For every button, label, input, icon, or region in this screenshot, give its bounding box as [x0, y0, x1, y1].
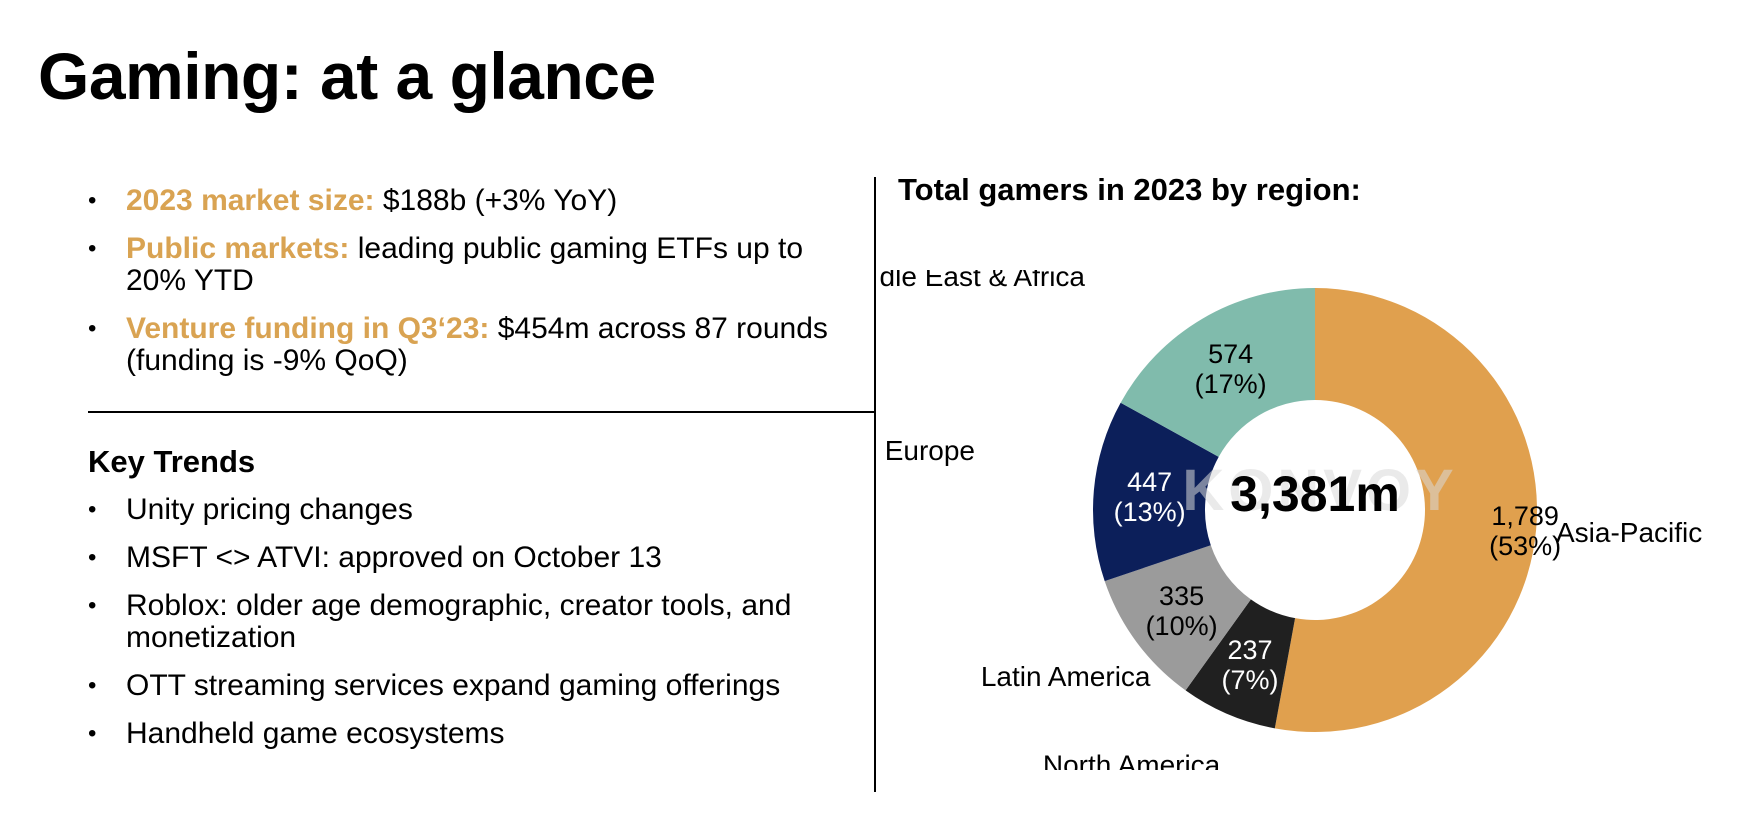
highlight-label: Public markets: — [126, 232, 350, 265]
list-item: OTT streaming services expand gaming off… — [88, 670, 868, 703]
region-label-north-america: North America — [1043, 750, 1221, 770]
donut-value-labels: 1,789 (53%) 237 (7%)335 (10%) 447 (13%) 574 (17%… — [1114, 339, 1561, 695]
highlights-list: 2023 market size: $188b (+3% YoY) Public… — [88, 185, 868, 377]
page-title: Gaming: at a glance — [38, 39, 656, 113]
donut-region-labels: Asia-Pacific North America Latin America Eu… — [880, 270, 1702, 770]
donut-chart: KONVOY 1,789 (53%) 237 (7%)335 (10%) 447 (13%)… — [880, 270, 1702, 770]
highlight-text: $454m across 87 rounds (funding is -9% Q… — [126, 312, 828, 377]
key-trends-section: Key Trends Unity pricing changes MSFT <>… — [88, 442, 868, 766]
region-label-latin-america: Latin America — [981, 661, 1151, 692]
region-label-europe: Europe — [885, 435, 975, 466]
slice-north-america — [1185, 599, 1296, 729]
horizontal-divider — [88, 411, 875, 413]
region-label-middle-east-africa: Middle East & Africa — [880, 270, 1085, 292]
highlight-label: 2023 market size: — [126, 184, 375, 217]
list-item: Public markets: leading public gaming ET… — [88, 233, 868, 297]
list-item: 2023 market size: $188b (+3% YoY) — [88, 184, 868, 218]
data-label-north-america: 237 (7%) — [1222, 635, 1279, 695]
key-trends-heading: Key Trends — [88, 444, 256, 479]
list-item: MSFT <> ATVI: approved on October 13 — [88, 542, 868, 575]
list-item: Venture funding in Q3‘23: $454m across 8… — [88, 313, 868, 377]
list-item: Handheld game ecosystems — [88, 718, 868, 751]
data-label-asia-pacific: 1,789 (53%) — [1489, 501, 1561, 561]
total-gamers-label: 3,381m — [1230, 466, 1400, 522]
watermark-text: KONVOY — [1182, 458, 1457, 523]
region-label-asia-pacific: Asia-Pacific — [1556, 517, 1702, 548]
chart-title: Total gamers in 2023 by region: — [898, 172, 1361, 207]
data-label-latin-america: 335 (10%) — [1146, 581, 1218, 641]
donut-slices — [1093, 288, 1537, 732]
highlight-text: leading public gaming ETFs up to 20% YTD — [126, 232, 804, 297]
list-item: Unity pricing changes — [88, 494, 868, 527]
highlight-text: $188b (+3% YoY) — [374, 184, 618, 217]
vertical-divider — [874, 177, 876, 792]
key-trends-list: Unity pricing changes MSFT <> ATVI: appr… — [88, 494, 868, 751]
highlight-label: Venture funding in Q3‘23: — [126, 312, 490, 345]
list-item: Roblox: older age demographic, creator t… — [88, 590, 868, 654]
slice-asia-pacific — [1274, 288, 1537, 732]
slice-europe — [1093, 402, 1219, 582]
slice-middle-east-africa — [1120, 288, 1315, 457]
data-label-middle-east-africa: 574 (17%) — [1195, 339, 1267, 399]
slice-latin-america — [1104, 545, 1251, 691]
data-label-europe: 447 (13%) — [1114, 467, 1186, 527]
highlights-section: 2023 market size: $188b (+3% YoY) Public… — [88, 185, 868, 393]
